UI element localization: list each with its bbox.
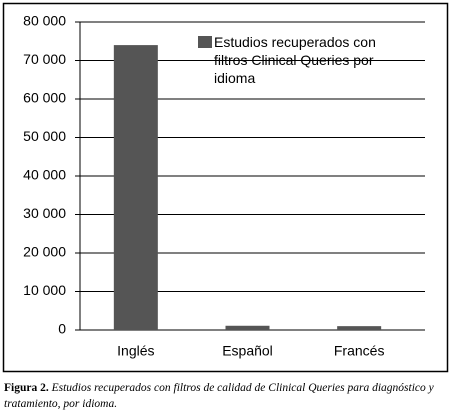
bar (225, 325, 270, 330)
y-tick-label: 20 000 (23, 244, 66, 260)
chart: 0 10 000 20 000 30 000 40 000 50 000 60 000 70 … (2, 2, 449, 373)
chart-border (2, 2, 449, 373)
y-tick-label: 40 000 (23, 167, 66, 183)
y-tick-label: 70 000 (23, 51, 66, 67)
legend: Estudios recuperados con filtros Clinica… (198, 33, 399, 87)
bar (113, 45, 158, 330)
legend-label: Estudios recuperados con filtros Clinica… (214, 34, 376, 86)
caption-label: Figura 2. (4, 382, 49, 394)
y-tick-label: 50 000 (23, 128, 66, 144)
y-tick-label: 0 (58, 321, 66, 337)
y-tick-label: 30 000 (23, 205, 66, 221)
bar (337, 326, 382, 330)
legend-swatch (198, 36, 212, 48)
x-tick-label: Francés (334, 343, 385, 359)
caption-text: Estudios recuperados con filtros de cali… (4, 382, 434, 410)
caption: Figura 2. Estudios recuperados con filtr… (4, 380, 449, 412)
x-tick-label: Español (222, 343, 273, 359)
x-tick-label: Inglés (117, 343, 154, 359)
y-tick-label: 60 000 (23, 90, 66, 106)
y-tick-label: 10 000 (23, 282, 66, 298)
y-tick-label: 80 000 (23, 13, 66, 29)
